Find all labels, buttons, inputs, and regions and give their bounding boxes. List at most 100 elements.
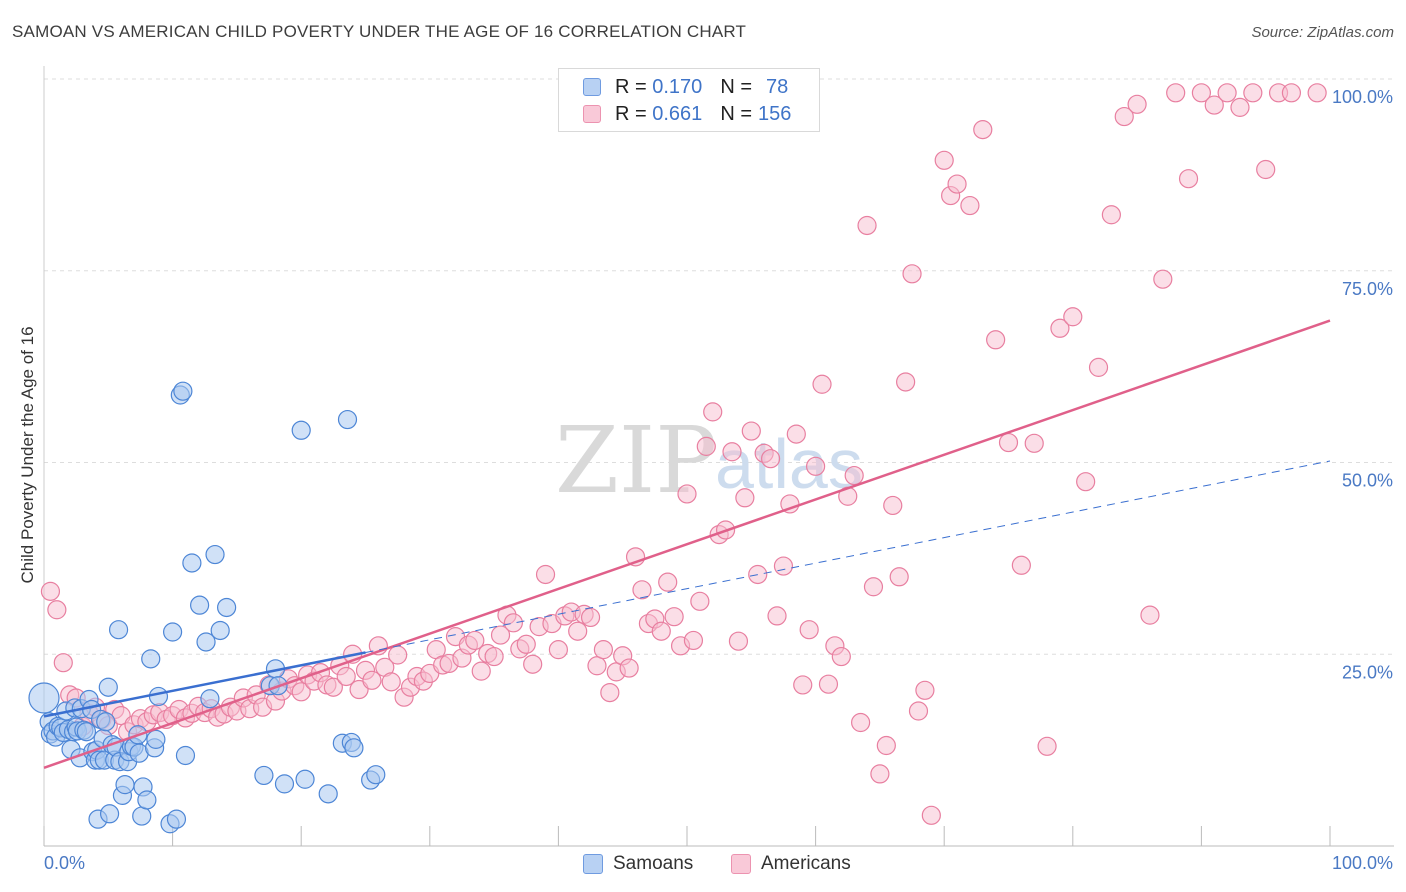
samoans-point (98, 677, 118, 697)
y-tick-label: 50.0% (1342, 471, 1393, 491)
americans-point (851, 712, 871, 733)
americans-point (587, 656, 607, 676)
americans-point (336, 666, 356, 687)
americans-point (1088, 357, 1109, 377)
americans-point (465, 630, 485, 651)
americans-point (870, 764, 890, 784)
americans-point (857, 215, 877, 236)
legend-r-value-samoans: 0.170 (652, 75, 703, 98)
americans-point (863, 577, 884, 597)
legend-row-samoans: R = 0.170 N = 78 (583, 74, 788, 100)
bottom-legend-label-samoans: Samoans (613, 853, 694, 874)
americans-point (523, 654, 543, 674)
americans-point (1307, 83, 1327, 103)
source-credit: Source: ZipAtlas.com (1251, 24, 1394, 41)
legend-r-label: R = (615, 102, 647, 125)
americans-point (1076, 472, 1096, 492)
americans-point (47, 600, 67, 620)
samoans-points (28, 381, 386, 834)
americans-point (1217, 83, 1237, 103)
americans-point (1037, 736, 1057, 756)
americans-point (535, 564, 556, 585)
americans-point (323, 677, 343, 697)
americans-point (658, 572, 678, 592)
samoans-point (217, 597, 237, 618)
americans-point (381, 672, 401, 692)
americans-point (915, 680, 935, 700)
samoans-point (166, 809, 187, 829)
samoans-point (148, 686, 169, 707)
americans-point (1114, 106, 1134, 127)
americans-point (1050, 318, 1070, 338)
americans-point (760, 449, 781, 469)
y-tick-label: 25.0% (1342, 662, 1393, 682)
americans-point (600, 682, 620, 703)
samoans-point (205, 544, 225, 565)
americans-point (1011, 555, 1031, 575)
americans-point (741, 421, 761, 441)
legend-n-label: N = (720, 102, 752, 125)
americans-point (40, 581, 61, 601)
americans-point (908, 701, 929, 721)
americans-point (844, 465, 864, 486)
americans-point (805, 456, 826, 476)
legend-n-value-samoans: 78 (766, 75, 789, 98)
samoans-point (274, 774, 295, 794)
americans-point (490, 625, 511, 645)
y-tick-label: 100.0% (1332, 87, 1393, 107)
samoans-point (182, 553, 202, 573)
samoans-point (96, 712, 116, 732)
americans-point (921, 805, 941, 825)
samoans-point (163, 622, 183, 642)
americans-point (818, 674, 839, 694)
americans-point (947, 174, 967, 194)
americans-point (632, 580, 652, 600)
x-tick-label-max: 100.0% (1332, 853, 1393, 873)
americans-point (1101, 205, 1121, 225)
americans-point (960, 195, 980, 216)
americans-point (1063, 307, 1083, 327)
americans-point (677, 484, 697, 504)
americans-point (651, 621, 671, 641)
legend-n-label: N = (720, 75, 752, 98)
americans-point (883, 495, 903, 516)
americans-point (998, 432, 1019, 453)
bottom-legend-swatch-samoans (583, 854, 603, 874)
y-axis-label: Child Poverty Under the Age of 16 (18, 326, 37, 583)
americans-point (696, 436, 716, 456)
samoans-point (99, 804, 120, 824)
americans-point (1230, 97, 1250, 117)
americans-point (831, 646, 851, 667)
americans-trend-line (43, 319, 1331, 769)
americans-point (1178, 169, 1199, 189)
grid-lines (44, 78, 1394, 655)
samoans-point (337, 409, 358, 430)
americans-point (767, 606, 787, 626)
americans-point (973, 120, 993, 140)
y-tick-label: 75.0% (1342, 279, 1393, 299)
samoans-point (196, 632, 216, 652)
samoans-point (210, 620, 230, 641)
samoans-point (344, 738, 364, 758)
americans-point (516, 634, 536, 654)
samoans-point (141, 649, 161, 669)
americans-point (896, 372, 916, 392)
legend-n-value-americans: 156 (758, 102, 792, 125)
chart-title: SAMOAN VS AMERICAN CHILD POVERTY UNDER T… (12, 22, 747, 41)
trend-lines (43, 319, 1331, 769)
americans-point (1024, 433, 1044, 453)
americans-point (53, 653, 73, 673)
samoans-point (137, 790, 157, 810)
americans-point (934, 150, 954, 170)
americans-point (1140, 605, 1160, 625)
samoans-point (115, 775, 135, 795)
bottom-legend-samoans: Samoans (583, 851, 693, 877)
americans-point (728, 631, 749, 651)
americans-point (690, 591, 710, 611)
americans-point (664, 607, 684, 627)
samoans-point (190, 595, 210, 615)
americans-point (902, 264, 922, 284)
samoans-point (108, 620, 129, 640)
americans-point (1127, 94, 1147, 114)
